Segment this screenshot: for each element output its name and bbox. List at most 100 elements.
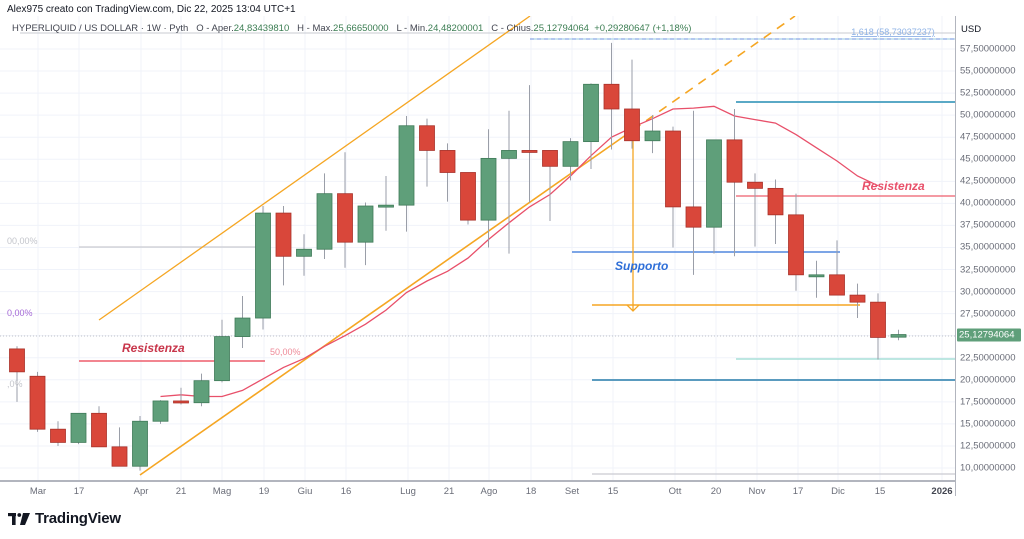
candle[interactable] xyxy=(542,150,558,167)
time-tick: Ott xyxy=(668,486,682,497)
candle[interactable] xyxy=(234,317,251,337)
time-tick: 21 xyxy=(175,486,187,497)
candle[interactable] xyxy=(890,334,907,338)
candle[interactable] xyxy=(337,193,353,243)
time-tick: Mag xyxy=(212,486,232,497)
price-scale[interactable]: USD 57,50000000 55,00000000 52,50000000 50,… xyxy=(955,16,1024,496)
candle[interactable] xyxy=(152,400,169,422)
moving-average-line[interactable] xyxy=(160,105,879,398)
candle[interactable] xyxy=(501,150,517,159)
candle[interactable] xyxy=(91,412,107,448)
candle[interactable] xyxy=(665,130,681,208)
high-value: 25,66650000 xyxy=(333,23,389,34)
candle[interactable] xyxy=(173,400,189,404)
candle[interactable] xyxy=(624,108,640,142)
price-tick: 47,50000000 xyxy=(960,131,1016,143)
fib-50-label: 50,00% xyxy=(270,347,301,357)
candle[interactable] xyxy=(521,150,538,153)
price-tick: 35,00000000 xyxy=(960,241,1016,253)
tradingview-logo-text: TradingView xyxy=(35,510,121,527)
candle[interactable] xyxy=(357,205,374,243)
price-tick: 50,00000000 xyxy=(960,109,1016,121)
time-tick: 17 xyxy=(73,486,85,497)
candle[interactable] xyxy=(419,125,435,151)
candle[interactable] xyxy=(767,187,784,216)
chart-grid xyxy=(0,16,955,480)
drawing-overlays xyxy=(0,16,955,476)
time-tick: 20 xyxy=(710,486,722,497)
time-tick: 15 xyxy=(874,486,886,497)
fib-partial-label: ,0% xyxy=(7,379,23,389)
candle[interactable] xyxy=(9,348,25,373)
time-tick: Ago xyxy=(480,486,498,497)
time-tick: Set xyxy=(564,486,580,497)
price-tick: 37,50000000 xyxy=(960,219,1016,231)
low-value: 24,48200001 xyxy=(427,23,484,34)
chart-attribution: Alex975 creato con TradingView.com, Dic … xyxy=(7,4,296,15)
candle[interactable] xyxy=(685,206,702,228)
chart-canvas[interactable]: Resistenza Resistenza Supporto 1,618 (58… xyxy=(0,16,1024,496)
candle[interactable] xyxy=(726,139,743,183)
price-tick: 15,00000000 xyxy=(960,418,1016,430)
candle[interactable] xyxy=(562,141,579,167)
support-label: Supporto xyxy=(615,259,668,273)
candle[interactable] xyxy=(603,83,620,110)
candle[interactable] xyxy=(706,139,722,228)
time-tick: Giu xyxy=(297,486,313,497)
resistance-label-right: Resistenza xyxy=(862,179,925,193)
price-tick: 22,50000000 xyxy=(960,352,1016,364)
symbol-name[interactable]: HYPERLIQUID / US DOLLAR · 1W · Pyth xyxy=(12,23,189,34)
candle[interactable] xyxy=(316,193,333,250)
last-price-badge: 25,12794064 xyxy=(957,328,1021,342)
candle[interactable] xyxy=(378,204,394,208)
currency-label[interactable]: USD xyxy=(961,24,982,35)
candle[interactable] xyxy=(255,212,271,319)
tradingview-logo[interactable]: TradingView xyxy=(8,510,121,527)
symbol-legend: HYPERLIQUID / US DOLLAR · 1W · Pyth O - … xyxy=(12,23,691,34)
price-tick: 10,00000000 xyxy=(960,462,1016,474)
candle[interactable] xyxy=(747,181,763,189)
low-label: L - Min. xyxy=(396,23,428,34)
candle[interactable] xyxy=(808,274,825,278)
candle[interactable] xyxy=(398,125,415,206)
price-tick: 20,00000000 xyxy=(960,374,1016,386)
time-tick: 21 xyxy=(443,486,455,497)
candle[interactable] xyxy=(111,446,128,467)
candle[interactable] xyxy=(583,83,599,143)
candle[interactable] xyxy=(275,212,292,257)
time-tick: 16 xyxy=(340,486,352,497)
candle[interactable] xyxy=(788,214,804,276)
time-tick: Lug xyxy=(400,486,416,497)
time-tick: Nov xyxy=(748,486,766,497)
price-tick: 40,00000000 xyxy=(960,197,1016,209)
candle[interactable] xyxy=(439,150,456,173)
close-label: C - Chius. xyxy=(491,23,534,34)
candle[interactable] xyxy=(132,420,148,467)
channel-lower-line[interactable] xyxy=(139,129,634,476)
resistance-label-left: Resistenza xyxy=(122,341,185,355)
time-axis[interactable]: Mar 17 Apr 21 Mag 19 Giu 16 Lug 21 Ago 18 Set 15 Ott 20… xyxy=(0,480,955,500)
candle[interactable] xyxy=(296,248,312,257)
candle[interactable] xyxy=(50,428,66,443)
candle[interactable] xyxy=(870,301,886,338)
price-tick: 52,50000000 xyxy=(960,87,1016,99)
time-tick: 17 xyxy=(792,486,804,497)
candle[interactable] xyxy=(829,274,845,296)
price-tick: 57,50000000 xyxy=(960,43,1016,55)
candle[interactable] xyxy=(849,294,866,303)
time-tick: 19 xyxy=(258,486,270,497)
candle[interactable] xyxy=(480,157,497,221)
time-tick: Mar xyxy=(29,486,47,497)
tradingview-logo-icon xyxy=(8,512,30,525)
candle[interactable] xyxy=(460,172,476,221)
channel-upper-line[interactable] xyxy=(98,16,531,321)
open-label: O - Aper. xyxy=(196,23,234,34)
price-tick: 12,50000000 xyxy=(960,440,1016,452)
candle[interactable] xyxy=(193,380,210,404)
candle[interactable] xyxy=(644,130,661,142)
price-tick: 17,50000000 xyxy=(960,396,1016,408)
close-value: 25,12794064 xyxy=(533,23,589,34)
candle[interactable] xyxy=(29,375,46,430)
candle[interactable] xyxy=(70,412,87,443)
candle[interactable] xyxy=(214,336,230,382)
